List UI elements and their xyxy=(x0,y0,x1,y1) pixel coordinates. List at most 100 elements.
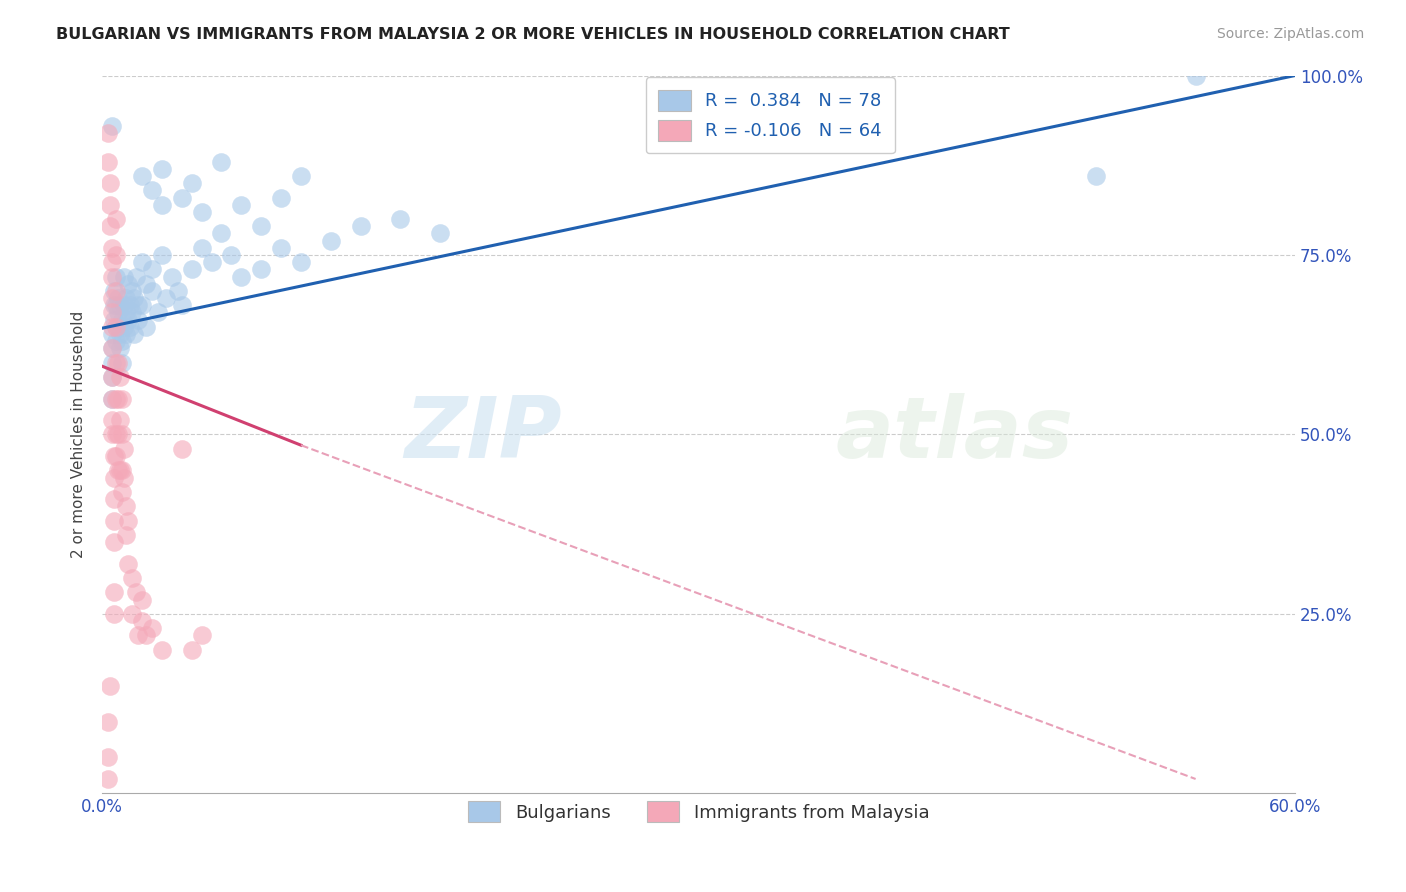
Y-axis label: 2 or more Vehicles in Household: 2 or more Vehicles in Household xyxy=(72,310,86,558)
Point xyxy=(101,370,124,384)
Point xyxy=(101,356,124,370)
Point xyxy=(180,642,202,657)
Point xyxy=(135,277,157,291)
Point xyxy=(97,772,120,786)
Point xyxy=(170,190,193,204)
Point xyxy=(97,750,120,764)
Point xyxy=(319,234,342,248)
Point xyxy=(115,305,138,319)
Point xyxy=(108,370,131,384)
Point xyxy=(150,198,173,212)
Point xyxy=(1184,69,1206,83)
Point xyxy=(103,284,125,298)
Point xyxy=(105,269,128,284)
Point xyxy=(190,628,212,642)
Point xyxy=(103,514,125,528)
Point xyxy=(211,154,233,169)
Point xyxy=(107,427,129,442)
Point xyxy=(131,169,153,183)
Point xyxy=(131,614,153,628)
Text: ZIP: ZIP xyxy=(404,393,561,476)
Point xyxy=(101,119,124,133)
Point xyxy=(101,269,124,284)
Point xyxy=(429,227,451,241)
Point xyxy=(117,312,139,326)
Point xyxy=(121,305,143,319)
Point xyxy=(122,291,145,305)
Point xyxy=(112,470,135,484)
Point xyxy=(105,319,128,334)
Point xyxy=(125,585,148,599)
Point xyxy=(111,356,134,370)
Point xyxy=(155,291,177,305)
Point xyxy=(107,463,129,477)
Point xyxy=(105,284,128,298)
Point xyxy=(101,392,124,406)
Point xyxy=(200,255,222,269)
Point xyxy=(231,198,253,212)
Point xyxy=(131,592,153,607)
Point xyxy=(290,255,312,269)
Point xyxy=(115,500,138,514)
Point xyxy=(105,334,128,348)
Point xyxy=(389,212,412,227)
Point xyxy=(141,262,163,277)
Point xyxy=(103,607,125,621)
Text: BULGARIAN VS IMMIGRANTS FROM MALAYSIA 2 OR MORE VEHICLES IN HOUSEHOLD CORRELATIO: BULGARIAN VS IMMIGRANTS FROM MALAYSIA 2 … xyxy=(56,27,1010,42)
Point xyxy=(105,319,128,334)
Point xyxy=(101,341,124,355)
Point xyxy=(101,291,124,305)
Point xyxy=(117,277,139,291)
Text: atlas: atlas xyxy=(835,393,1074,476)
Point xyxy=(97,154,120,169)
Point xyxy=(290,169,312,183)
Point xyxy=(131,298,153,312)
Point xyxy=(180,176,202,190)
Point xyxy=(231,269,253,284)
Point xyxy=(107,392,129,406)
Point xyxy=(250,219,273,234)
Point xyxy=(108,413,131,427)
Point xyxy=(107,305,129,319)
Point xyxy=(115,291,138,305)
Point xyxy=(115,326,138,341)
Point xyxy=(105,392,128,406)
Point xyxy=(115,528,138,542)
Point xyxy=(1085,169,1108,183)
Point xyxy=(211,227,233,241)
Point xyxy=(105,248,128,262)
Point xyxy=(101,370,124,384)
Point xyxy=(141,621,163,635)
Point xyxy=(108,463,131,477)
Legend: Bulgarians, Immigrants from Malaysia: Bulgarians, Immigrants from Malaysia xyxy=(456,789,942,835)
Point xyxy=(112,269,135,284)
Point xyxy=(160,269,183,284)
Point xyxy=(98,198,121,212)
Point xyxy=(103,449,125,463)
Point xyxy=(105,212,128,227)
Point xyxy=(270,241,292,255)
Point xyxy=(121,571,143,585)
Point xyxy=(101,326,124,341)
Point xyxy=(103,298,125,312)
Point xyxy=(111,484,134,499)
Point xyxy=(112,319,135,334)
Point xyxy=(105,356,128,370)
Point xyxy=(122,326,145,341)
Point xyxy=(135,628,157,642)
Point xyxy=(97,714,120,729)
Point xyxy=(107,319,129,334)
Point xyxy=(270,190,292,204)
Point xyxy=(101,319,124,334)
Point xyxy=(350,219,373,234)
Point xyxy=(150,248,173,262)
Point xyxy=(118,319,141,334)
Point xyxy=(107,291,129,305)
Point xyxy=(101,305,124,319)
Point xyxy=(111,334,134,348)
Point xyxy=(101,341,124,355)
Point xyxy=(103,535,125,549)
Text: Source: ZipAtlas.com: Source: ZipAtlas.com xyxy=(1216,27,1364,41)
Point xyxy=(117,557,139,571)
Point xyxy=(125,269,148,284)
